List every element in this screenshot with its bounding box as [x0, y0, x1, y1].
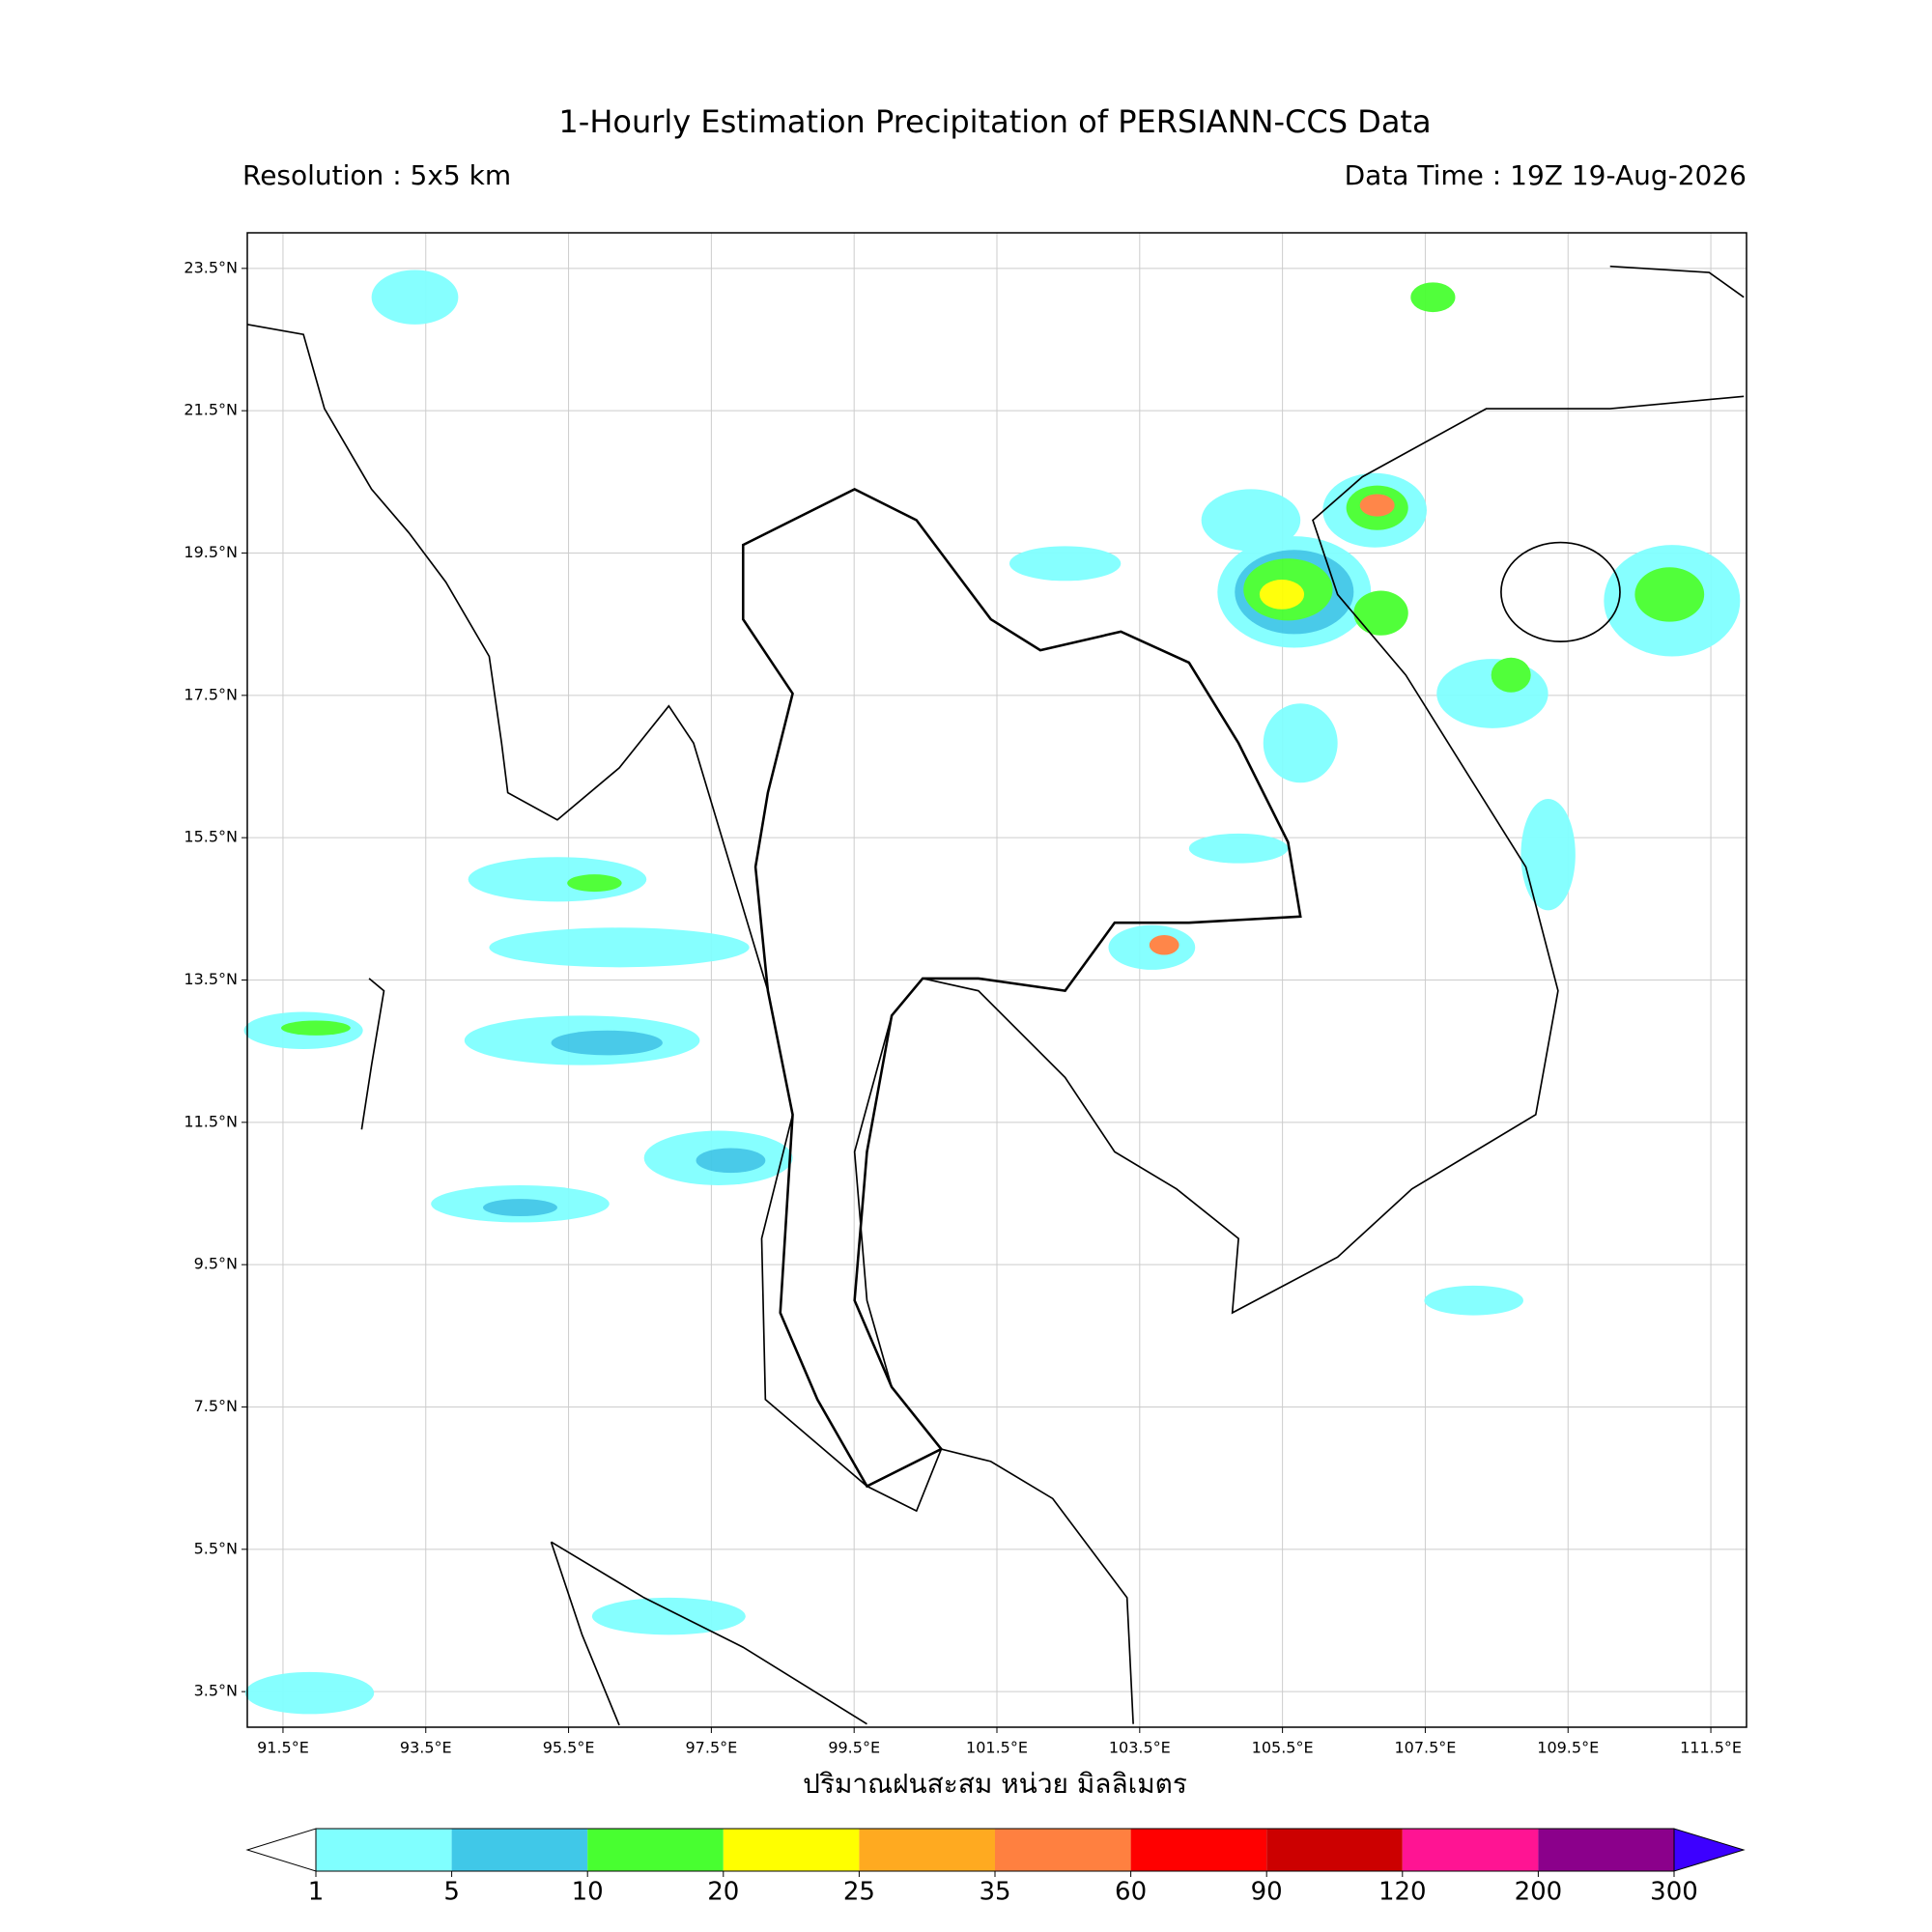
- colorbar-label: 10: [572, 1878, 604, 1907]
- rain-area: [371, 270, 459, 325]
- colorbar-segment: [1130, 1829, 1267, 1871]
- coastline: [1609, 265, 1745, 298]
- map-frame: [246, 232, 1747, 1728]
- colorbar-segment: [1538, 1829, 1674, 1871]
- data-time: Data Time : 19Z 19-Aug-2026: [1345, 159, 1747, 191]
- colorbar-label: 35: [979, 1878, 1010, 1907]
- colorbar-label: 90: [1251, 1878, 1283, 1907]
- lon-tick-label: 95.5°E: [543, 1739, 595, 1757]
- rain-area: [489, 927, 750, 968]
- rain-area: [1410, 282, 1456, 313]
- lon-tick-label: 103.5°E: [1109, 1739, 1171, 1757]
- colorbar-segment: [587, 1829, 724, 1871]
- colorbar-segment: [316, 1829, 452, 1871]
- lon-tick-label: 107.5°E: [1394, 1739, 1456, 1757]
- colorbar-segment: [1402, 1829, 1539, 1871]
- colorbar-segment: [451, 1829, 588, 1871]
- rain-area: [1424, 1285, 1523, 1316]
- colorbar-label: 5: [443, 1878, 460, 1907]
- rain-area: [244, 1671, 375, 1715]
- lon-tick-label: 97.5°E: [686, 1739, 738, 1757]
- colorbar-label: 120: [1378, 1878, 1427, 1907]
- lon-tick-label: 111.5°E: [1680, 1739, 1742, 1757]
- colorbar-label: 300: [1650, 1878, 1698, 1907]
- grid: 91.5°E 93.5°E 95.5°E 97.5°E 99.5°E 101.5°E 103…: [184, 233, 1747, 1757]
- island: [360, 978, 385, 1130]
- title: 1-Hourly Estimation Precipitation of PER…: [558, 103, 1431, 140]
- rain-area: [1009, 546, 1122, 582]
- rain-area: [1259, 580, 1305, 610]
- rain-area: [1520, 798, 1576, 911]
- rain-area: [551, 1030, 663, 1056]
- lon-tick-label: 91.5°E: [257, 1739, 309, 1757]
- lat-tick-label: 7.5°N: [194, 1397, 238, 1415]
- lon-tick-label: 93.5°E: [400, 1739, 452, 1757]
- lon-tick-label: 99.5°E: [828, 1739, 880, 1757]
- rain-area: [468, 857, 647, 902]
- colorbar-segment: [995, 1829, 1131, 1871]
- lat-tick-label: 21.5°N: [184, 401, 238, 419]
- lat-tick-label: 3.5°N: [194, 1682, 238, 1700]
- lat-tick-label: 11.5°N: [184, 1112, 238, 1130]
- rain-area: [1201, 489, 1301, 552]
- lat-tick-label: 23.5°N: [184, 258, 238, 276]
- rain-area: [1491, 657, 1531, 693]
- colorbar: 1 5 10 20 25 35 60 90 120 200 300: [245, 1828, 1746, 1907]
- colorbar-label: 200: [1515, 1878, 1563, 1907]
- colorbar-segment: [1266, 1829, 1403, 1871]
- colorbar-segment: [859, 1829, 995, 1871]
- colorbar-label: 25: [843, 1878, 875, 1907]
- lat-tick-label: 15.5°N: [184, 828, 238, 846]
- lon-tick-label: 101.5°E: [966, 1739, 1028, 1757]
- precipitation: [243, 270, 1741, 1715]
- border: [741, 487, 1302, 1489]
- lat-tick-label: 13.5°N: [184, 970, 238, 988]
- colorbar-label: 60: [1115, 1878, 1147, 1907]
- rain-area: [1188, 833, 1289, 864]
- colorbar-label: 1: [308, 1878, 325, 1907]
- rain-area: [567, 874, 622, 893]
- lon-tick-label: 109.5°E: [1537, 1739, 1599, 1757]
- lat-tick-label: 19.5°N: [184, 543, 238, 561]
- rain-area: [1263, 703, 1338, 783]
- island: [1500, 541, 1621, 642]
- lat-tick-label: 5.5°N: [194, 1539, 238, 1557]
- resolution: Resolution : 5x5 km: [242, 159, 511, 191]
- x-label: ปริมาณฝนสะสม หน่วย มิลลิเมตร: [803, 1768, 1187, 1800]
- coastline: [550, 1541, 867, 1726]
- lat-tick-label: 9.5°N: [194, 1255, 238, 1273]
- lat-tick-label: 17.5°N: [184, 685, 238, 703]
- rain-area: [483, 1199, 557, 1217]
- rain-area: [1149, 934, 1179, 955]
- lon-tick-label: 105.5°E: [1252, 1739, 1314, 1757]
- rain-area: [591, 1597, 746, 1635]
- rain-area: [696, 1148, 766, 1174]
- rain-area: [1634, 567, 1705, 622]
- colorbar-label: 20: [707, 1878, 739, 1907]
- rain-area: [281, 1020, 351, 1036]
- rain-area: [1359, 494, 1395, 517]
- rain-area: [1353, 590, 1408, 636]
- colorbar-segment: [723, 1829, 860, 1871]
- thailand-border: [741, 487, 1302, 1489]
